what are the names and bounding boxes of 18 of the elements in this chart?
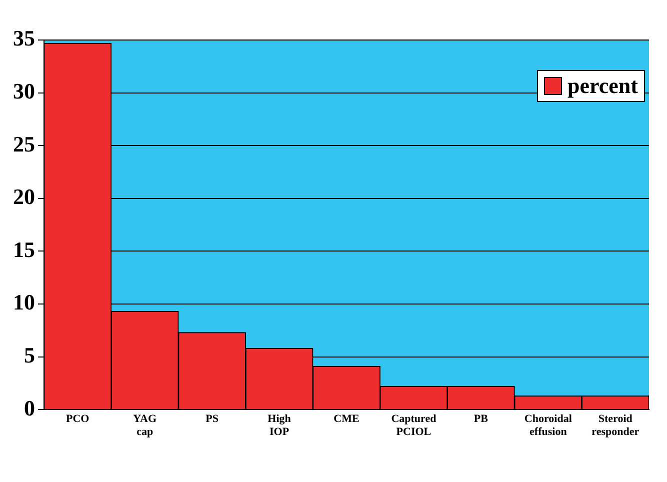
y-tick-label: 15 — [13, 236, 35, 262]
x-tick-label: Choroidal effusion — [524, 413, 572, 438]
x-tick-label: Steroid responder — [592, 413, 640, 438]
x-tick-label: CME — [334, 413, 360, 426]
legend-label: percent — [568, 73, 638, 99]
x-tick-label: PS — [206, 413, 218, 426]
x-tick-label: YAG cap — [133, 413, 157, 438]
x-tick-label: Captured PCIOL — [391, 413, 436, 438]
y-tick-label: 20 — [13, 184, 35, 210]
x-tick-label: PCO — [66, 413, 90, 426]
y-tick-label: 0 — [24, 395, 35, 420]
y-tick-label: 10 — [13, 290, 35, 315]
y-tick-label: 30 — [13, 78, 35, 104]
y-tick-label: 35 — [13, 26, 35, 51]
y-tick-label: 5 — [24, 342, 35, 368]
y-tick-label: 25 — [13, 131, 35, 156]
x-tick-label: High IOP — [268, 413, 291, 438]
x-tick-label: PB — [474, 413, 489, 426]
